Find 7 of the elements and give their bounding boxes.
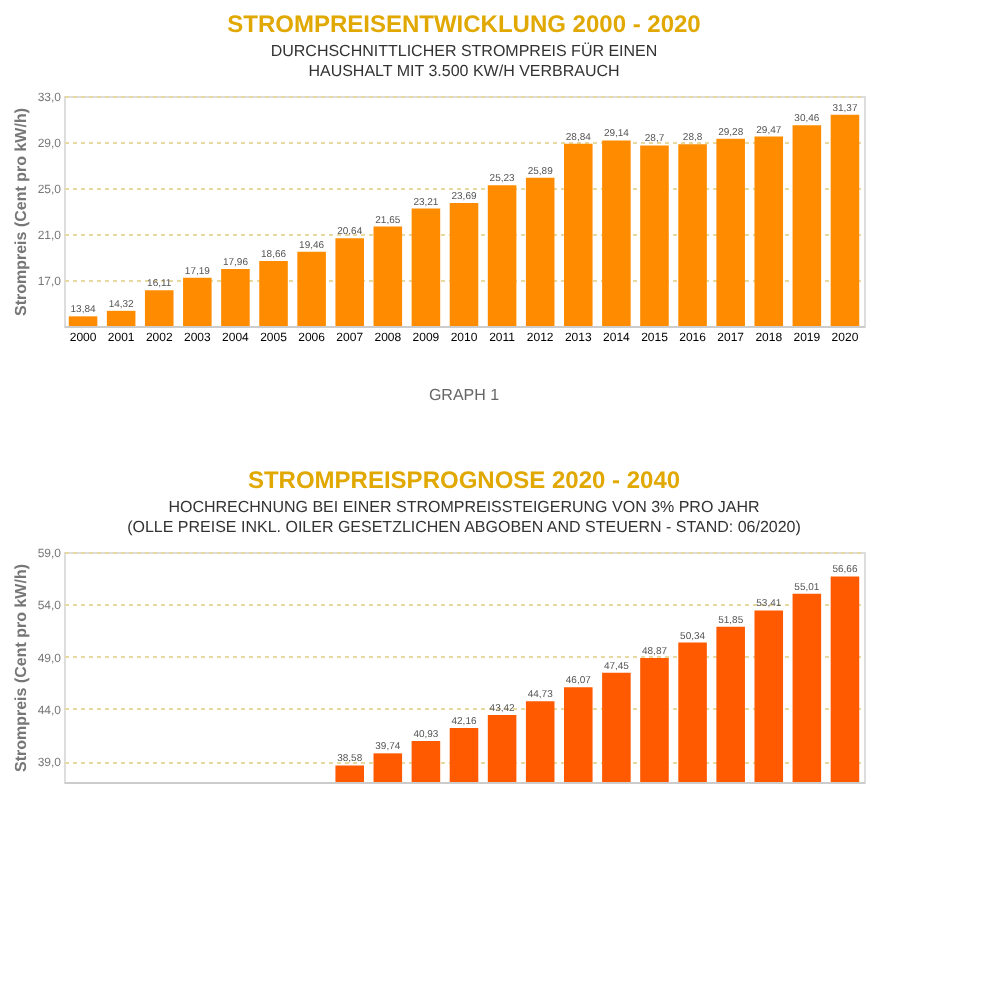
y-axis-title: Strompreis (Cent pro kW/h) [11,107,30,317]
chart-subtitle: HOCHRECHNUNG BEI EINER STROMPREISSTEIGERUNG VON 3% PRO JAHR (OLLE PREISE INKL. OILER GESETZLICHEN ABGOBEN AND STEUERN - STAND: 06/2020) [127,498,802,536]
caption: GRAPH 1 [428,386,501,404]
chart-subtitle: DURCHSCHNITTLICHER STROMPREIS FÜR EINEN HAUSHALT MIT 3.500 KW/H VERBRAUCH [270,42,658,80]
y-axis-title: Strompreis (Cent pro kW/h) [11,563,30,773]
chart-title: STROMPREISPROGNOSE 2020 - 2040 [247,466,681,494]
chart-title: STROMPREISENTWICKLUNG 2000 - 2020 [227,10,702,38]
